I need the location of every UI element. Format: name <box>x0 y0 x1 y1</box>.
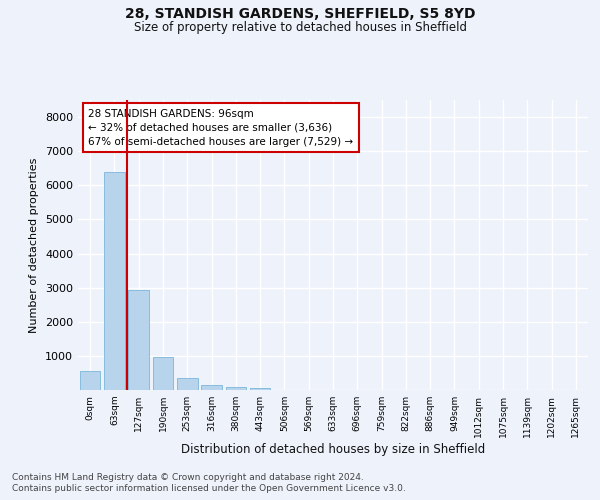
Bar <box>177 378 197 390</box>
Text: 28, STANDISH GARDENS, SHEFFIELD, S5 8YD: 28, STANDISH GARDENS, SHEFFIELD, S5 8YD <box>125 8 475 22</box>
Text: 28 STANDISH GARDENS: 96sqm
← 32% of detached houses are smaller (3,636)
67% of s: 28 STANDISH GARDENS: 96sqm ← 32% of deta… <box>88 108 353 146</box>
Text: Size of property relative to detached houses in Sheffield: Size of property relative to detached ho… <box>133 21 467 34</box>
Bar <box>250 388 271 390</box>
Bar <box>152 357 173 390</box>
Y-axis label: Number of detached properties: Number of detached properties <box>29 158 40 332</box>
Text: Contains HM Land Registry data © Crown copyright and database right 2024.: Contains HM Land Registry data © Crown c… <box>12 472 364 482</box>
Text: Contains public sector information licensed under the Open Government Licence v3: Contains public sector information licen… <box>12 484 406 493</box>
Bar <box>128 290 149 390</box>
Bar <box>104 172 125 390</box>
Bar <box>80 371 100 390</box>
Bar <box>226 387 246 390</box>
Bar <box>201 384 222 390</box>
Text: Distribution of detached houses by size in Sheffield: Distribution of detached houses by size … <box>181 442 485 456</box>
